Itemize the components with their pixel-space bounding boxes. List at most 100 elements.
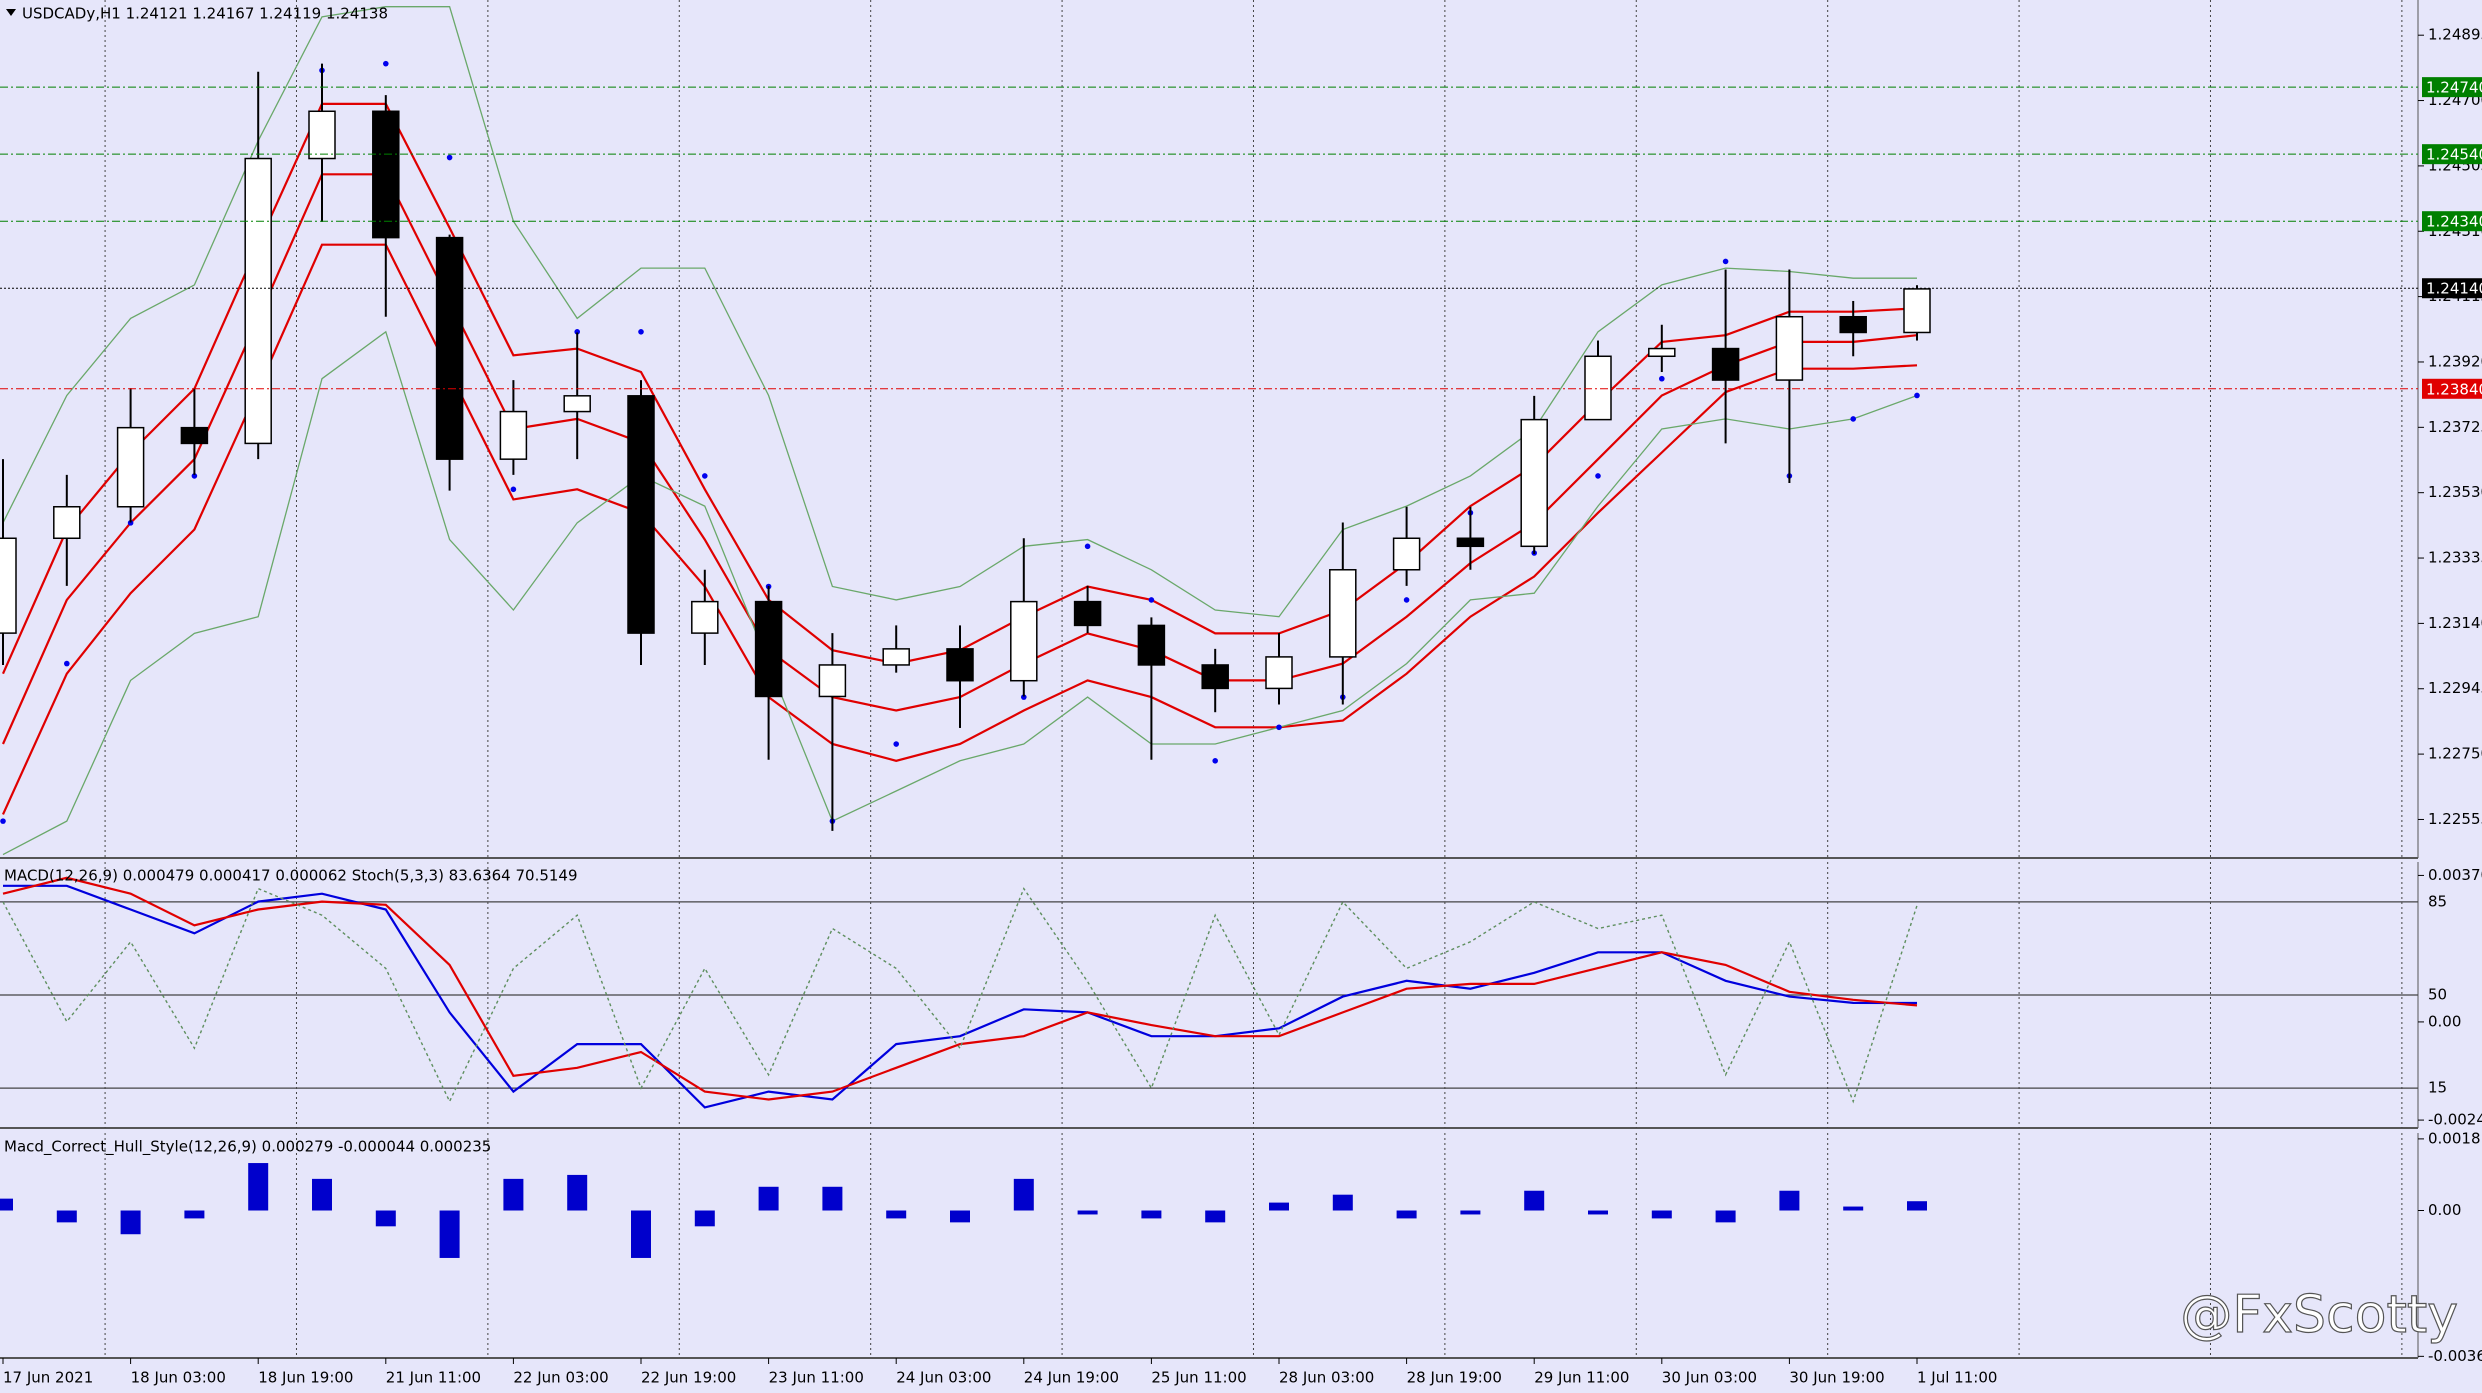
indicator-line [2,6,1917,618]
sar-dot [1212,758,1218,764]
sar-dot [1850,416,1856,422]
candle-body [116,426,145,508]
candle-body [244,157,272,445]
y2-tick-label: 15 [2428,1079,2447,1097]
candle-body [1265,656,1293,690]
indicator-line [1,243,1918,815]
candle-body [563,395,591,413]
histogram-bar [694,1210,715,1227]
x-tick-label: 17 Jun 2021 [3,1369,93,1387]
x-tick-label: 1 Jul 11:00 [1917,1369,1997,1387]
histogram-bar [1524,1190,1545,1211]
y-tick-label: 0.003701 [2428,866,2482,884]
candle-body [1392,537,1421,571]
histogram-bar [631,1210,651,1258]
sar-dot [1659,375,1665,382]
x-tick-label: 21 Jun 11:00 [386,1369,481,1387]
x-tick-label: 28 Jun 03:00 [1279,1369,1374,1387]
candle-body [372,110,400,239]
candle-body [946,648,974,682]
menu-triangle [6,9,16,16]
sar-dot [191,473,198,479]
sar-dot [0,818,6,824]
sar-dot [383,60,389,67]
level-label: 1.23840 [2426,380,2482,398]
sar-dot [1914,392,1920,399]
x-tick-label: 23 Jun 11:00 [769,1369,864,1387]
sar-dot [1084,543,1091,550]
candle-body [53,506,81,540]
y-tick-label: 1.23140 [2428,614,2482,632]
candle-body [1073,600,1102,627]
candle-body [1711,347,1740,381]
histogram-bar [1013,1178,1034,1211]
level-label-box [2422,211,2482,232]
sar-dot [1403,597,1410,603]
candle-body [0,537,17,634]
y-tick-label: 1.23725 [2428,418,2482,436]
sar-dot [1276,724,1282,731]
candle-body [1584,355,1612,421]
level-label-box [2422,77,2482,98]
x-tick-label: 22 Jun 03:00 [513,1369,608,1387]
histogram-bar [248,1163,269,1211]
macd-line [3,884,1918,1109]
histogram-bar [1588,1210,1608,1215]
candle-body [1903,288,1931,334]
histogram-bar [184,1210,205,1219]
y-tick-label: 1.22555 [2428,810,2482,828]
y-tick-label: -0.003688 [2428,1347,2482,1365]
candle-body [882,648,910,666]
y2-tick-label: 85 [2428,892,2447,910]
sar-dot [127,520,134,526]
y-tick-label: 0.001811 [2428,1129,2482,1147]
sar-dot [1021,694,1027,700]
candle-body [1456,537,1485,548]
x-tick-label: 28 Jun 19:00 [1407,1369,1502,1387]
y-tick-label: 1.23335 [2428,549,2482,567]
sar-dot [1148,597,1155,603]
level-label-box [2422,378,2482,399]
sar-dot [446,154,453,161]
x-tick-label: 30 Jun 03:00 [1662,1369,1757,1387]
macd-line [2,876,1918,1101]
histogram-bar [439,1210,460,1258]
x-tick-label: 24 Jun 19:00 [1024,1369,1119,1387]
candle-body [1137,624,1166,666]
histogram-bar [1460,1210,1481,1215]
candle-body [1775,315,1804,381]
candle-body [499,410,528,460]
chart-title: USDCADy,H1 1.24121 1.24167 1.24119 1.241… [22,5,388,23]
x-tick-label: 18 Jun 19:00 [258,1369,353,1387]
candle-body [754,600,783,698]
candle-body [627,395,655,634]
candle-body [435,236,464,460]
x-tick-label: 18 Jun 03:00 [131,1369,226,1387]
sar-dot [510,486,517,493]
level-label: 1.24340 [2426,213,2482,231]
pane-title: MACD(12,26,9) 0.000479 0.000417 0.000062… [4,867,578,885]
y-tick-label: 1.23920 [2428,352,2482,370]
candle-body [818,664,847,698]
histogram-bar [312,1178,332,1211]
level-label: 1.24540 [2426,146,2482,164]
sar-dot [574,329,580,335]
histogram-bar [1843,1206,1864,1211]
candle-body [1329,569,1357,658]
pane-title: Macd_Correct_Hull_Style(12,26,9) 0.00027… [4,1138,491,1157]
histogram-bar [886,1210,907,1219]
candle-body [691,600,719,634]
histogram-bar [1396,1210,1417,1219]
candle-body [1839,315,1867,334]
histogram-bar [758,1186,779,1211]
x-tick-label: 30 Jun 19:00 [1789,1369,1884,1387]
histogram-bar [1907,1201,1927,1211]
candle-body [1648,347,1676,358]
candle-body [180,426,209,445]
histogram-bar [1141,1210,1162,1219]
level-label-box [2422,278,2482,299]
histogram-bar [1205,1210,1226,1223]
sar-dot [64,660,70,667]
